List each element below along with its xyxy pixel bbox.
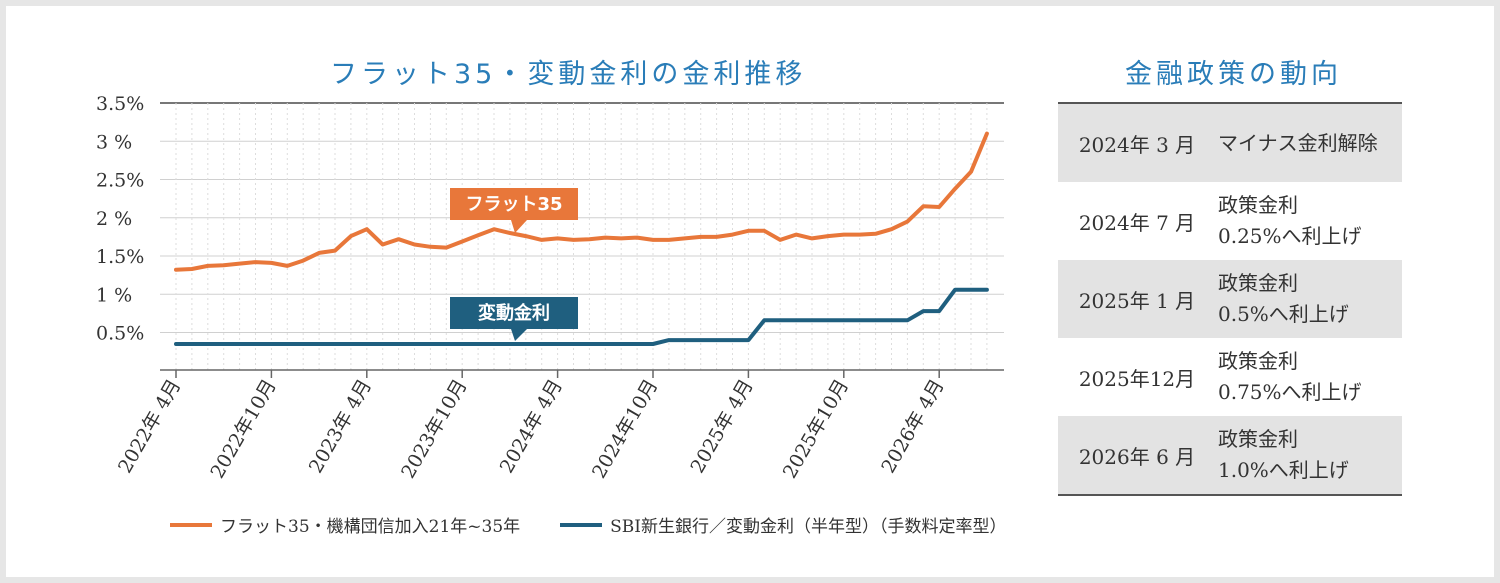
- series-line-variable: [174, 287, 989, 346]
- y-tick-label: 1.5%: [96, 246, 144, 268]
- policy-date: 2025年12月: [1078, 366, 1196, 391]
- series-line-flat35: [174, 131, 989, 272]
- callout-box: [450, 188, 578, 220]
- x-tick-label: 2022年10月: [206, 376, 280, 483]
- x-tick-label: 2023年 4月: [305, 376, 376, 477]
- policy-row: 2024年 3 月 マイナス金利解除: [1058, 104, 1402, 182]
- legend-swatch-variable: [560, 522, 603, 527]
- policy-date: 2026年 6 月: [1078, 444, 1196, 469]
- y-tick-label: 0.5%: [96, 323, 144, 345]
- policy-date: 2024年 3 月: [1078, 132, 1196, 157]
- y-tick-label: 2 %: [96, 208, 132, 230]
- policy-date: 2025年 1 月: [1078, 288, 1196, 313]
- policy-event: 政策金利 1.0%へ利上げ: [1218, 427, 1349, 482]
- policy-event: 政策金利 0.75%へ利上げ: [1218, 349, 1362, 404]
- callout-pointer: [511, 329, 527, 341]
- callout-label: 変動金利: [478, 302, 550, 324]
- rate-line-chart: 3.5% 3 % 2.5% 2 % 1.5% 1 % 0.5% 2022年 4月 2022年10…: [96, 93, 1004, 483]
- policy-event: 政策金利 0.25%へ利上げ: [1218, 193, 1362, 248]
- x-tick-label: 2026年 4月: [877, 375, 948, 476]
- legend-swatch-flat35: [170, 522, 212, 527]
- policy-row: 2025年12月 政策金利 0.75%へ利上げ: [1058, 338, 1402, 416]
- x-tick-label: 2025年10月: [779, 376, 853, 483]
- chart-legend: フラット35・機構団信加入21年~35年 SBI新生銀行／変動金利（半年型）（手…: [170, 512, 1047, 537]
- callout-pointer: [511, 220, 527, 233]
- policy-row: 2024年 7 月 政策金利 0.25%へ利上げ: [1058, 182, 1402, 260]
- y-tick-label: 3 %: [96, 131, 132, 153]
- legend-item-variable: SBI新生銀行／変動金利（半年型）（手数料定率型）: [560, 512, 1007, 537]
- policy-row: 2026年 6 月 政策金利 1.0%へ利上げ: [1058, 416, 1402, 494]
- y-tick-label: 3.5%: [96, 93, 144, 115]
- callout-variable: 変動金利: [450, 297, 578, 341]
- y-tick-label: 2.5%: [96, 170, 144, 192]
- chart-title: フラット35・変動金利の金利推移: [330, 59, 807, 90]
- x-tick-label: 2024年10月: [588, 376, 662, 483]
- policy-event: 政策金利 0.5%へ利上げ: [1218, 271, 1349, 326]
- x-tick-label: 2024年 4月: [496, 376, 567, 477]
- legend-item-flat35: フラット35・機構団信加入21年~35年: [170, 512, 520, 537]
- policy-row: 2025年 1 月 政策金利 0.5%へ利上げ: [1058, 260, 1402, 338]
- legend-label-variable: SBI新生銀行／変動金利（半年型）（手数料定率型）: [610, 517, 1007, 537]
- policy-date: 2024年 7 月: [1078, 210, 1196, 235]
- policy-panel-title: 金融政策の動向: [1125, 59, 1342, 90]
- x-tick-label: 2022年 4月: [114, 376, 185, 477]
- legend-label-flat35: フラット35・機構団信加入21年~35年: [220, 517, 521, 537]
- callout-box: [450, 297, 578, 329]
- callout-label: フラット35: [465, 194, 562, 215]
- policy-table: 2024年 3 月 マイナス金利解除 2024年 7 月 政策金利 0.25%へ…: [1058, 102, 1402, 496]
- x-tick-label: 2023年10月: [397, 376, 471, 483]
- x-tick-label: 2025年 4月: [686, 376, 757, 477]
- y-tick-label: 1 %: [96, 284, 132, 306]
- policy-event: マイナス金利解除: [1218, 130, 1378, 155]
- callout-flat35: フラット35: [450, 188, 578, 233]
